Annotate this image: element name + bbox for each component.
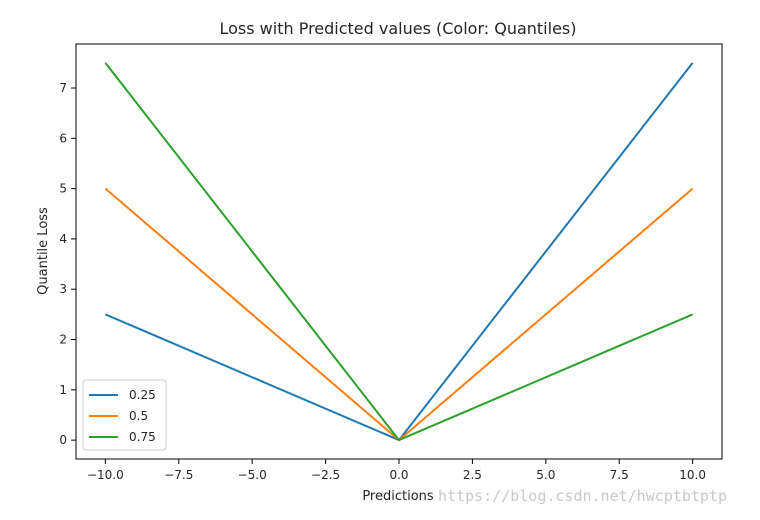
y-tick-label: 7 [59, 81, 67, 95]
x-tick-label: −2.5 [311, 468, 340, 482]
x-tick-label: −10.0 [87, 468, 124, 482]
y-tick-label: 6 [59, 131, 67, 145]
x-axis-ticks: −10.0 −7.5 −5.0 −2.5 0.0 2.5 5.0 7.5 10.0 [87, 459, 706, 482]
x-tick-label: 7.5 [610, 468, 629, 482]
x-tick-label: 2.5 [463, 468, 482, 482]
legend-label-0.25: 0.25 [129, 388, 156, 402]
legend: 0.25 0.5 0.75 [82, 379, 167, 451]
x-tick-label: −7.5 [164, 468, 193, 482]
y-axis-label: Quantile Loss [36, 207, 51, 295]
y-axis-ticks: 0 1 2 3 4 5 6 7 [59, 81, 76, 447]
x-tick-label: −5.0 [238, 468, 267, 482]
series-line-0.75 [104, 62, 693, 442]
y-tick-label: 4 [59, 232, 67, 246]
legend-label-0.5: 0.5 [129, 409, 148, 423]
y-tick-label: 0 [59, 433, 67, 447]
y-tick-label: 2 [59, 333, 67, 347]
legend-label-0.75: 0.75 [129, 430, 156, 444]
x-tick-label: 5.0 [536, 468, 555, 482]
plot-lines [104, 62, 694, 442]
x-tick-label: 0.0 [389, 468, 408, 482]
y-tick-label: 3 [59, 282, 67, 296]
y-tick-label: 5 [59, 182, 67, 196]
y-tick-label: 1 [59, 383, 67, 397]
x-axis-label: Predictions [362, 489, 434, 504]
watermark-text: https://blog.csdn.net/hwcptbtptp [438, 487, 727, 505]
legend-box [82, 379, 167, 451]
chart-title: Loss with Predicted values (Color: Quant… [219, 19, 576, 38]
x-tick-label: 10.0 [679, 468, 706, 482]
